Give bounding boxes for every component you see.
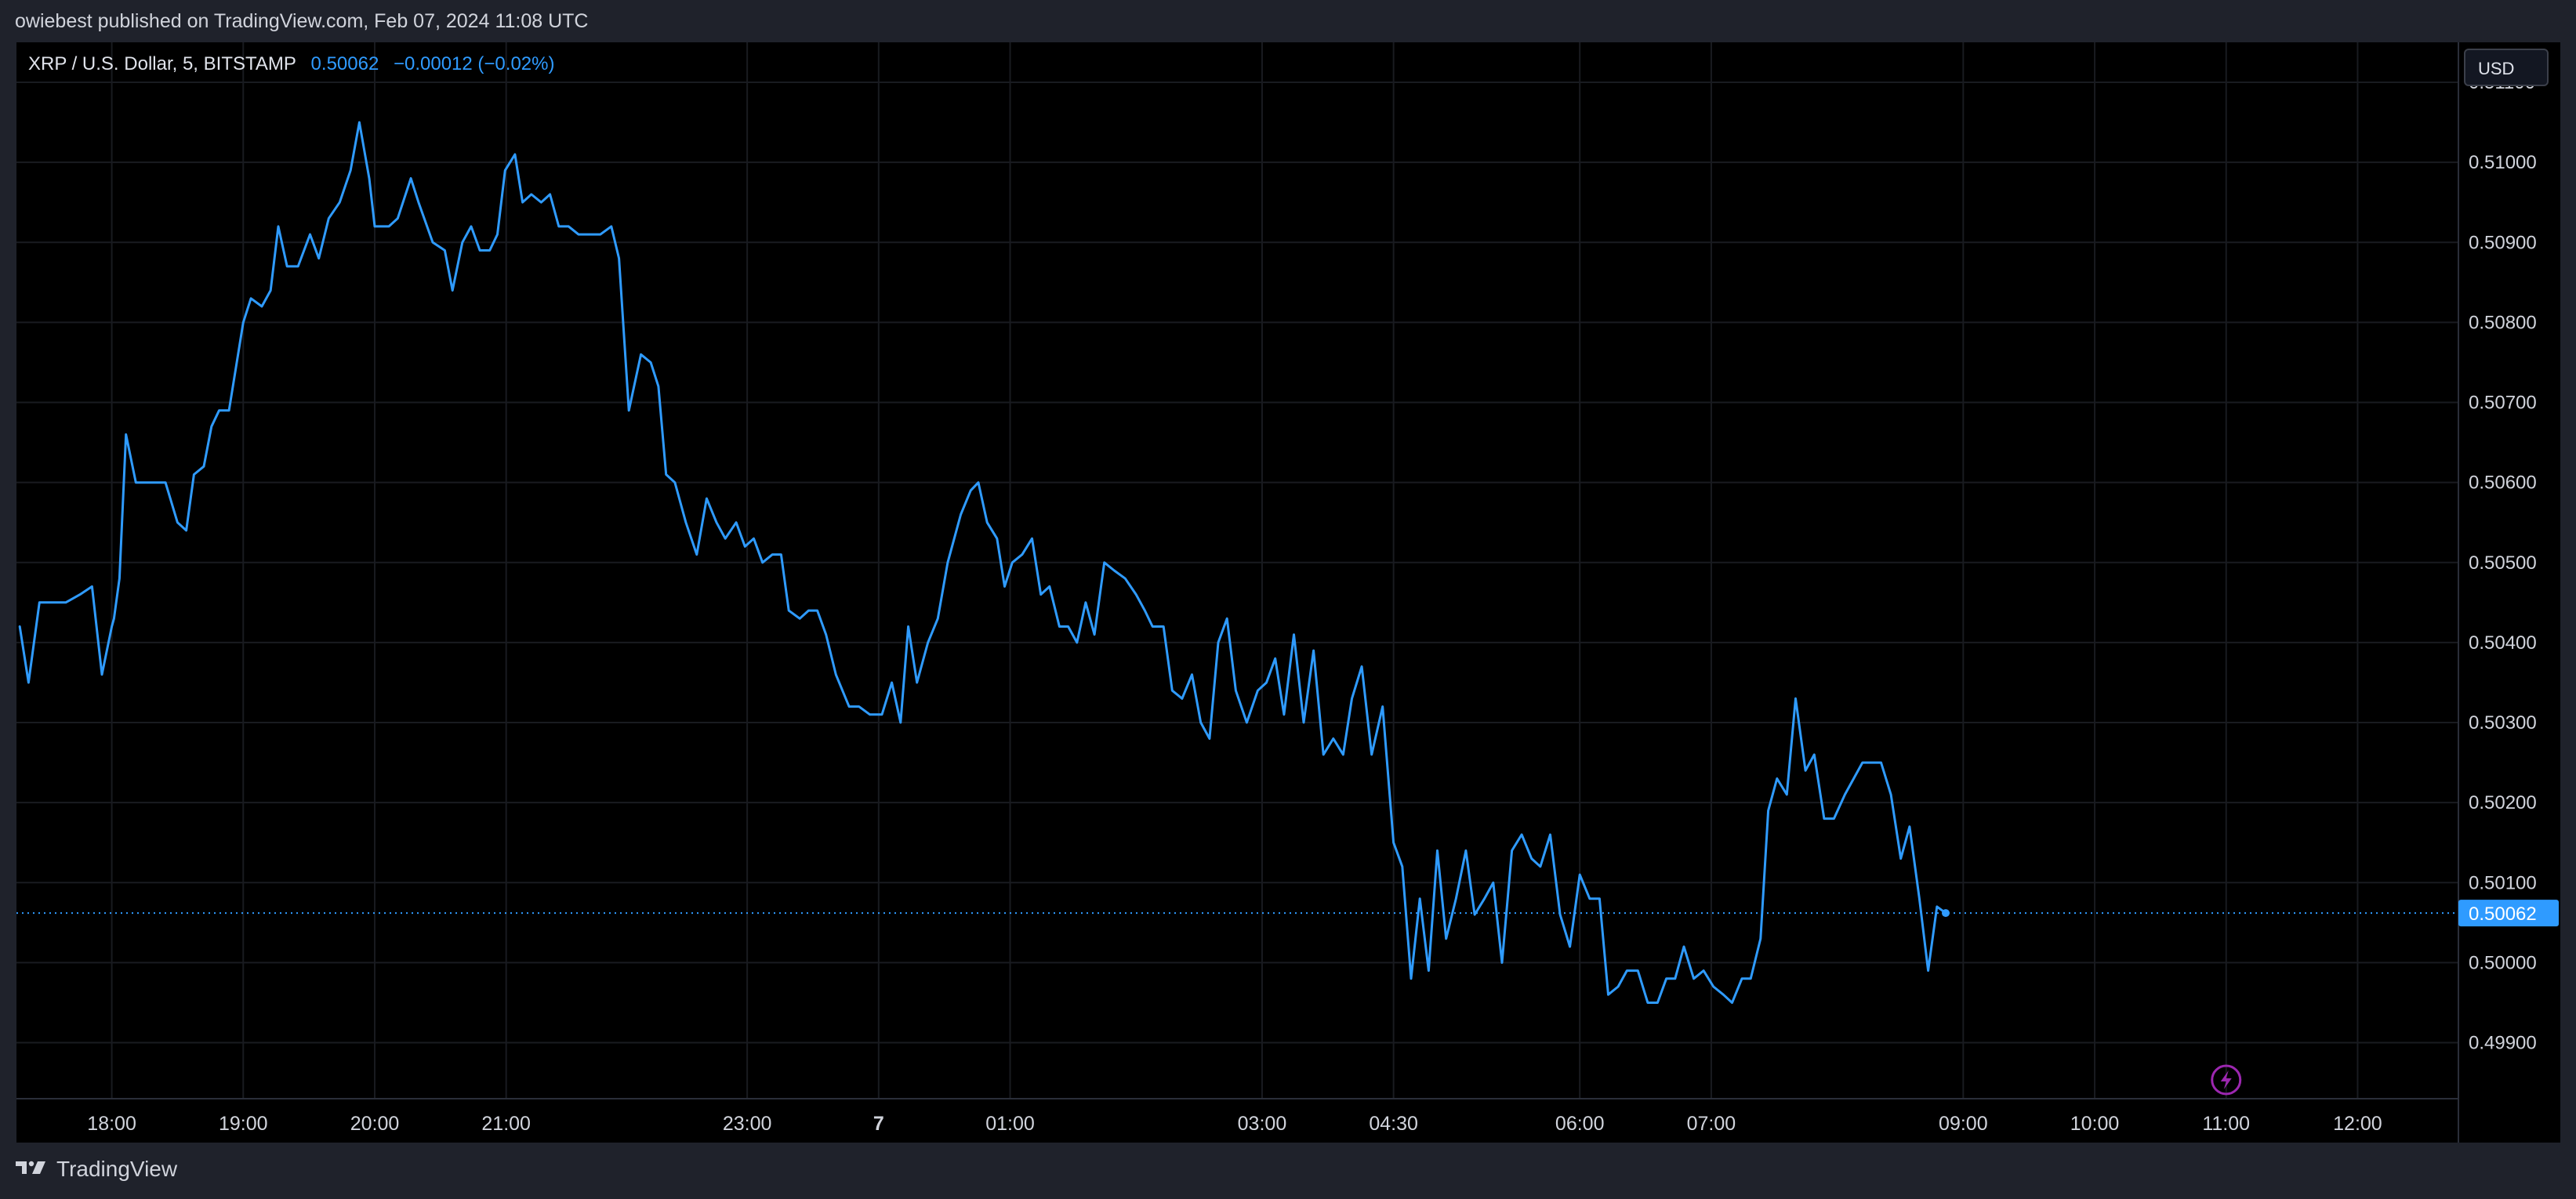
y-tick-label: 0.49900 bbox=[2469, 1033, 2537, 1054]
x-tick-label: 12:00 bbox=[2333, 1113, 2382, 1135]
chart-overlays: 0.50062 bbox=[16, 900, 2559, 1096]
y-tick-label: 0.50000 bbox=[2469, 952, 2537, 973]
alert-icon-ring bbox=[2211, 1064, 2242, 1096]
chart-grid bbox=[16, 42, 2458, 1099]
price-change: −0.00012 (−0.02%) bbox=[393, 53, 555, 74]
currency-button[interactable]: USD bbox=[2464, 49, 2549, 86]
y-tick-label: 0.50300 bbox=[2469, 712, 2537, 734]
publisher-caption: owiebest published on TradingView.com, F… bbox=[15, 10, 589, 32]
x-tick-label: 23:00 bbox=[723, 1113, 772, 1135]
x-tick-label: 19:00 bbox=[219, 1113, 268, 1135]
price-chart[interactable]: 0.49900 0.50000 0.50100 0.50200 0.50300 0.504… bbox=[16, 42, 2560, 1143]
last-price-dot bbox=[1941, 909, 1950, 918]
x-tick-label: 07:00 bbox=[1687, 1113, 1736, 1135]
symbol-name: XRP / U.S. Dollar, 5, BITSTAMP bbox=[28, 53, 296, 74]
tradingview-logo-icon bbox=[14, 1157, 49, 1182]
lightning-alert-icon bbox=[2211, 1064, 2242, 1096]
alert-icon-bolt bbox=[2220, 1070, 2232, 1089]
y-tick-label: 0.50600 bbox=[2469, 473, 2537, 494]
x-tick-label: 20:00 bbox=[350, 1113, 400, 1135]
x-tick-label: 10:00 bbox=[2070, 1113, 2120, 1135]
y-tick-label: 0.50500 bbox=[2469, 552, 2537, 574]
x-tick-label: 06:00 bbox=[1555, 1113, 1605, 1135]
y-tick-label: 0.50400 bbox=[2469, 632, 2537, 654]
price-line-layer bbox=[18, 121, 1950, 1004]
symbol-legend[interactable]: XRP / U.S. Dollar, 5, BITSTAMP 0.50062 −… bbox=[28, 53, 554, 75]
y-tick-label: 0.50200 bbox=[2469, 792, 2537, 813]
y-tick-label: 0.50100 bbox=[2469, 872, 2537, 893]
chart-axes: 0.49900 0.50000 0.50100 0.50200 0.50300 0.504… bbox=[16, 42, 2537, 1143]
price-series-line bbox=[18, 121, 1947, 1004]
y-tick-label: 0.51000 bbox=[2469, 152, 2537, 173]
y-tick-label: 0.50700 bbox=[2469, 393, 2537, 414]
x-tick-label: 18:00 bbox=[87, 1113, 136, 1135]
x-tick-label: 11:00 bbox=[2202, 1113, 2250, 1135]
x-tick-label: 01:00 bbox=[985, 1113, 1035, 1135]
x-tick-label: 7 bbox=[873, 1113, 884, 1135]
last-price: 0.50062 bbox=[310, 53, 379, 74]
y-tick-label: 0.50800 bbox=[2469, 312, 2537, 333]
x-tick-label: 03:00 bbox=[1238, 1113, 1287, 1135]
current-price-tag bbox=[2458, 900, 2559, 927]
brand-label: TradingView bbox=[56, 1157, 178, 1181]
current-price-tag-label: 0.50062 bbox=[2469, 904, 2537, 925]
chart-area[interactable]: 0.49900 0.50000 0.50100 0.50200 0.50300 0.504… bbox=[16, 42, 2560, 1143]
tradingview-brand[interactable]: TradingView bbox=[14, 1157, 177, 1182]
x-tick-label: 09:00 bbox=[1939, 1113, 1988, 1135]
y-tick-label: 0.50900 bbox=[2469, 232, 2537, 253]
x-tick-label: 04:30 bbox=[1369, 1113, 1418, 1135]
x-tick-label: 21:00 bbox=[481, 1113, 531, 1135]
